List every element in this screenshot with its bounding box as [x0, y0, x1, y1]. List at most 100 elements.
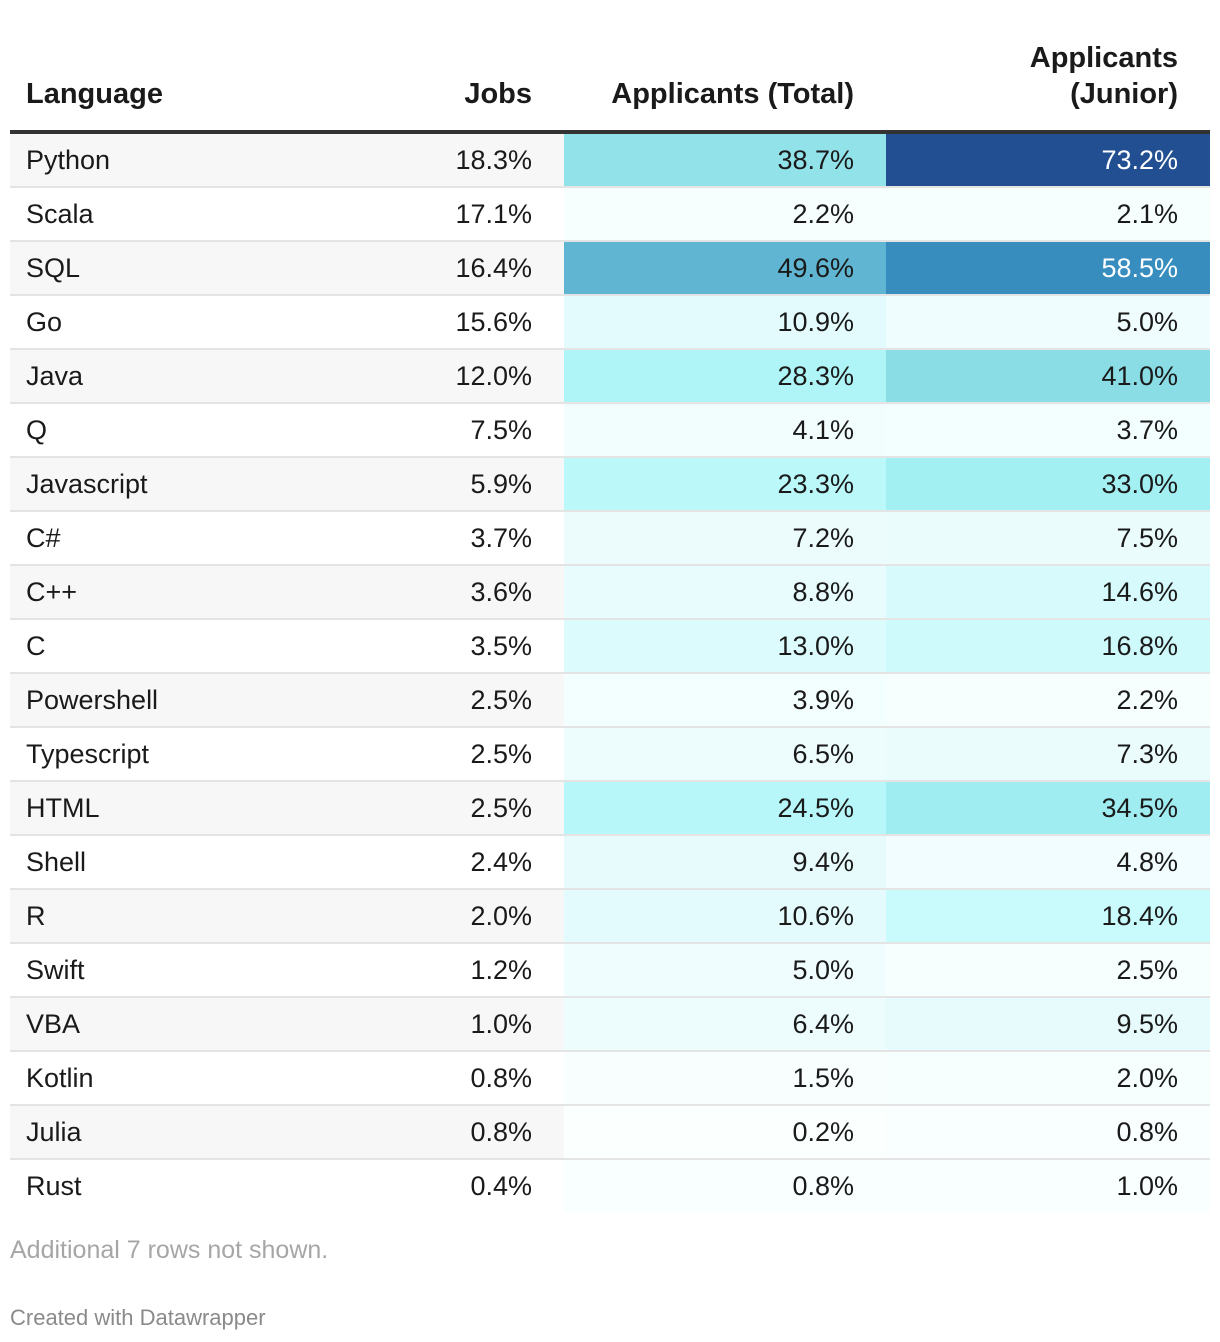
cell-applicants-total: 8.8%: [564, 565, 886, 620]
table-header: Language Jobs Applicants (Total) Applica…: [10, 40, 1210, 134]
cell-applicants-junior: 2.1%: [886, 187, 1210, 242]
cell-jobs: 7.5%: [348, 403, 564, 458]
cell-jobs: 3.6%: [348, 565, 564, 620]
table-row: C 3.5% 13.0% 16.8%: [10, 619, 1210, 674]
column-header-jobs[interactable]: Jobs: [348, 40, 564, 134]
cell-language: Typescript: [10, 727, 348, 782]
cell-jobs: 12.0%: [348, 349, 564, 404]
cell-applicants-junior: 4.8%: [886, 835, 1210, 890]
cell-jobs: 3.7%: [348, 511, 564, 566]
cell-applicants-junior: 3.7%: [886, 403, 1210, 458]
table-row: R 2.0% 10.6% 18.4%: [10, 889, 1210, 944]
cell-applicants-junior: 33.0%: [886, 457, 1210, 512]
table-row: HTML 2.5% 24.5% 34.5%: [10, 781, 1210, 836]
table-body: Python 18.3% 38.7% 73.2% Scala 17.1% 2.2% 2.1% S…: [10, 132, 1210, 1212]
cell-applicants-total: 9.4%: [564, 835, 886, 890]
cell-applicants-total: 6.5%: [564, 727, 886, 782]
cell-language: Shell: [10, 835, 348, 890]
table-row: C++ 3.6% 8.8% 14.6%: [10, 565, 1210, 620]
cell-applicants-junior: 18.4%: [886, 889, 1210, 944]
header-row: Language Jobs Applicants (Total) Applica…: [10, 40, 1210, 134]
cell-language: SQL: [10, 241, 348, 296]
cell-applicants-junior: 41.0%: [886, 349, 1210, 404]
cell-applicants-total: 0.8%: [564, 1159, 886, 1212]
cell-applicants-junior: 14.6%: [886, 565, 1210, 620]
cell-jobs: 17.1%: [348, 187, 564, 242]
table-row: Swift 1.2% 5.0% 2.5%: [10, 943, 1210, 998]
cell-applicants-junior: 2.5%: [886, 943, 1210, 998]
cell-jobs: 16.4%: [348, 241, 564, 296]
cell-jobs: 0.4%: [348, 1159, 564, 1212]
table-row: Python 18.3% 38.7% 73.2%: [10, 132, 1210, 188]
cell-jobs: 1.0%: [348, 997, 564, 1052]
cell-applicants-total: 0.2%: [564, 1105, 886, 1160]
cell-applicants-junior: 7.3%: [886, 727, 1210, 782]
cell-applicants-junior: 5.0%: [886, 295, 1210, 350]
cell-applicants-total: 1.5%: [564, 1051, 886, 1106]
cell-applicants-total: 10.6%: [564, 889, 886, 944]
cell-language: C: [10, 619, 348, 674]
cell-language: C++: [10, 565, 348, 620]
table-row: Javascript 5.9% 23.3% 33.0%: [10, 457, 1210, 512]
cell-applicants-total: 7.2%: [564, 511, 886, 566]
cell-applicants-total: 3.9%: [564, 673, 886, 728]
table-row: Java 12.0% 28.3% 41.0%: [10, 349, 1210, 404]
cell-applicants-junior: 16.8%: [886, 619, 1210, 674]
cell-jobs: 18.3%: [348, 132, 564, 188]
table-row: Kotlin 0.8% 1.5% 2.0%: [10, 1051, 1210, 1106]
cell-jobs: 15.6%: [348, 295, 564, 350]
column-header-applicants-junior[interactable]: Applicants (Junior): [886, 40, 1210, 134]
column-header-junior-line2: (Junior): [1070, 78, 1178, 110]
table-row: Julia 0.8% 0.2% 0.8%: [10, 1105, 1210, 1160]
table-row: Go 15.6% 10.9% 5.0%: [10, 295, 1210, 350]
cell-jobs: 5.9%: [348, 457, 564, 512]
table-row: C# 3.7% 7.2% 7.5%: [10, 511, 1210, 566]
cell-jobs: 2.5%: [348, 727, 564, 782]
cell-applicants-total: 28.3%: [564, 349, 886, 404]
cell-language: Julia: [10, 1105, 348, 1160]
cell-applicants-total: 13.0%: [564, 619, 886, 674]
table-row: Rust 0.4% 0.8% 1.0%: [10, 1159, 1210, 1212]
cell-language: VBA: [10, 997, 348, 1052]
datawrapper-credit: Created with Datawrapper: [10, 1305, 266, 1330]
cell-applicants-junior: 2.0%: [886, 1051, 1210, 1106]
table-row: Shell 2.4% 9.4% 4.8%: [10, 835, 1210, 890]
cell-applicants-total: 49.6%: [564, 241, 886, 296]
cell-jobs: 1.2%: [348, 943, 564, 998]
cell-language: C#: [10, 511, 348, 566]
table-notes: Additional 7 rows not shown.: [10, 1236, 329, 1264]
cell-language: Scala: [10, 187, 348, 242]
cell-applicants-junior: 1.0%: [886, 1159, 1210, 1212]
cell-applicants-total: 5.0%: [564, 943, 886, 998]
cell-applicants-junior: 73.2%: [886, 132, 1210, 188]
table-row: Powershell 2.5% 3.9% 2.2%: [10, 673, 1210, 728]
cell-language: Javascript: [10, 457, 348, 512]
cell-applicants-junior: 9.5%: [886, 997, 1210, 1052]
table-row: Q 7.5% 4.1% 3.7%: [10, 403, 1210, 458]
cell-applicants-total: 2.2%: [564, 187, 886, 242]
cell-applicants-total: 24.5%: [564, 781, 886, 836]
cell-jobs: 2.5%: [348, 673, 564, 728]
cell-applicants-total: 6.4%: [564, 997, 886, 1052]
cell-language: Python: [10, 132, 348, 188]
column-header-junior-line1: Applicants: [1029, 42, 1178, 74]
cell-applicants-total: 38.7%: [564, 132, 886, 188]
cell-applicants-total: 4.1%: [564, 403, 886, 458]
table-row: SQL 16.4% 49.6% 58.5%: [10, 241, 1210, 296]
cell-applicants-junior: 58.5%: [886, 241, 1210, 296]
cell-language: HTML: [10, 781, 348, 836]
cell-jobs: 2.5%: [348, 781, 564, 836]
cell-language: Go: [10, 295, 348, 350]
cell-language: Rust: [10, 1159, 348, 1212]
table-row: Scala 17.1% 2.2% 2.1%: [10, 187, 1210, 242]
column-header-applicants-total[interactable]: Applicants (Total): [564, 40, 886, 134]
column-header-language[interactable]: Language: [10, 40, 348, 134]
data-table: Language Jobs Applicants (Total) Applica…: [10, 40, 1210, 1212]
cell-jobs: 0.8%: [348, 1051, 564, 1106]
cell-applicants-junior: 2.2%: [886, 673, 1210, 728]
cell-applicants-total: 10.9%: [564, 295, 886, 350]
cell-jobs: 2.0%: [348, 889, 564, 944]
cell-language: Powershell: [10, 673, 348, 728]
cell-language: Q: [10, 403, 348, 458]
cell-jobs: 3.5%: [348, 619, 564, 674]
